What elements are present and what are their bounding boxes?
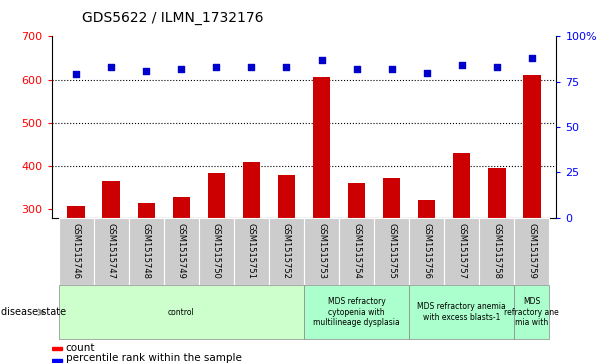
FancyBboxPatch shape xyxy=(409,218,444,285)
Bar xyxy=(207,173,225,218)
Text: GSM1515747: GSM1515747 xyxy=(107,223,116,280)
Bar xyxy=(313,77,330,218)
Point xyxy=(387,66,396,72)
FancyBboxPatch shape xyxy=(304,285,409,339)
Point xyxy=(71,72,81,77)
Text: GSM1515750: GSM1515750 xyxy=(212,224,221,279)
Point xyxy=(142,68,151,74)
Text: control: control xyxy=(168,308,195,317)
Text: disease state: disease state xyxy=(1,307,66,317)
Text: count: count xyxy=(66,343,95,353)
Text: GSM1515749: GSM1515749 xyxy=(177,224,186,279)
Bar xyxy=(383,178,401,218)
FancyBboxPatch shape xyxy=(94,218,129,285)
Bar xyxy=(103,181,120,218)
Text: GSM1515746: GSM1515746 xyxy=(72,223,81,280)
Point xyxy=(176,66,186,72)
Text: GSM1515748: GSM1515748 xyxy=(142,223,151,280)
Point xyxy=(247,64,257,70)
Text: GSM1515753: GSM1515753 xyxy=(317,223,326,280)
Text: GSM1515756: GSM1515756 xyxy=(422,223,431,280)
Point xyxy=(492,64,502,70)
Point xyxy=(282,64,291,70)
Text: GDS5622 / ILMN_1732176: GDS5622 / ILMN_1732176 xyxy=(82,11,264,25)
FancyBboxPatch shape xyxy=(444,218,479,285)
FancyBboxPatch shape xyxy=(514,285,549,339)
Point xyxy=(527,55,537,61)
Bar xyxy=(418,200,435,218)
Point xyxy=(212,64,221,70)
Text: GSM1515754: GSM1515754 xyxy=(352,224,361,279)
Point xyxy=(351,66,361,72)
Bar xyxy=(523,75,541,218)
Text: GSM1515755: GSM1515755 xyxy=(387,224,396,279)
Text: MDS refractory
cytopenia with
multilineage dysplasia: MDS refractory cytopenia with multilinea… xyxy=(313,297,400,327)
Point xyxy=(317,57,326,63)
Bar xyxy=(278,175,295,218)
Text: GSM1515757: GSM1515757 xyxy=(457,223,466,280)
Bar xyxy=(243,162,260,218)
Text: MDS refractory anemia
with excess blasts-1: MDS refractory anemia with excess blasts… xyxy=(417,302,506,322)
Text: MDS
refractory ane
mia with: MDS refractory ane mia with xyxy=(505,297,559,327)
FancyBboxPatch shape xyxy=(479,218,514,285)
FancyBboxPatch shape xyxy=(234,218,269,285)
FancyBboxPatch shape xyxy=(164,218,199,285)
Bar xyxy=(67,206,85,218)
Text: GSM1515752: GSM1515752 xyxy=(282,224,291,279)
FancyBboxPatch shape xyxy=(59,285,304,339)
Text: GSM1515759: GSM1515759 xyxy=(527,224,536,279)
Bar xyxy=(453,152,471,218)
FancyBboxPatch shape xyxy=(304,218,339,285)
FancyBboxPatch shape xyxy=(409,285,514,339)
Text: GSM1515758: GSM1515758 xyxy=(492,223,501,280)
FancyBboxPatch shape xyxy=(514,218,549,285)
Bar xyxy=(488,168,505,218)
Text: percentile rank within the sample: percentile rank within the sample xyxy=(66,353,241,363)
FancyBboxPatch shape xyxy=(374,218,409,285)
Bar xyxy=(52,359,62,362)
Bar xyxy=(137,203,155,218)
FancyBboxPatch shape xyxy=(199,218,234,285)
Point xyxy=(422,70,432,76)
FancyBboxPatch shape xyxy=(59,218,94,285)
Point xyxy=(106,64,116,70)
Bar xyxy=(52,347,62,350)
Bar xyxy=(348,183,365,218)
FancyBboxPatch shape xyxy=(129,218,164,285)
Text: GSM1515751: GSM1515751 xyxy=(247,224,256,279)
FancyBboxPatch shape xyxy=(269,218,304,285)
Bar xyxy=(173,197,190,218)
Point xyxy=(457,62,466,68)
FancyBboxPatch shape xyxy=(339,218,374,285)
